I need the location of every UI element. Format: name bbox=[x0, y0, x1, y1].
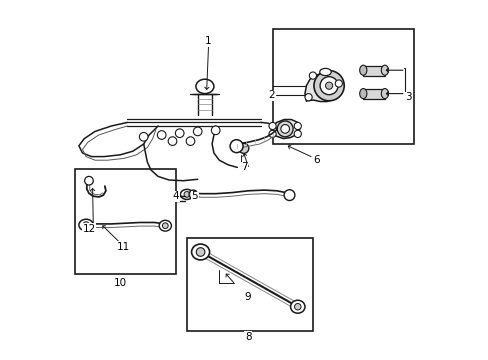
Ellipse shape bbox=[196, 248, 204, 256]
Ellipse shape bbox=[320, 77, 337, 95]
Ellipse shape bbox=[189, 190, 197, 199]
Ellipse shape bbox=[139, 132, 148, 141]
Ellipse shape bbox=[82, 222, 89, 228]
Ellipse shape bbox=[313, 71, 344, 101]
Bar bbox=[273, 29, 413, 144]
Ellipse shape bbox=[280, 125, 289, 133]
Ellipse shape bbox=[159, 220, 171, 231]
Ellipse shape bbox=[191, 244, 209, 260]
Text: 6: 6 bbox=[312, 155, 319, 165]
Ellipse shape bbox=[294, 303, 301, 310]
Bar bbox=[75, 169, 176, 274]
Ellipse shape bbox=[268, 122, 276, 130]
Ellipse shape bbox=[196, 79, 213, 94]
Ellipse shape bbox=[162, 223, 168, 229]
Text: 3: 3 bbox=[404, 92, 411, 102]
Ellipse shape bbox=[381, 89, 387, 99]
Ellipse shape bbox=[211, 126, 220, 135]
Ellipse shape bbox=[277, 121, 292, 137]
Ellipse shape bbox=[290, 300, 305, 313]
Ellipse shape bbox=[193, 127, 202, 136]
Polygon shape bbox=[305, 73, 340, 102]
Ellipse shape bbox=[84, 176, 93, 185]
Bar bbox=[363, 66, 384, 76]
Text: 9: 9 bbox=[244, 292, 251, 302]
Text: 11: 11 bbox=[117, 242, 130, 252]
Ellipse shape bbox=[359, 65, 366, 75]
Ellipse shape bbox=[305, 94, 311, 101]
Text: 12: 12 bbox=[82, 224, 96, 234]
Ellipse shape bbox=[183, 192, 189, 197]
Ellipse shape bbox=[186, 137, 194, 145]
Text: 7: 7 bbox=[241, 162, 247, 172]
Text: 5: 5 bbox=[191, 191, 198, 201]
Ellipse shape bbox=[381, 65, 387, 75]
Ellipse shape bbox=[157, 131, 166, 139]
Ellipse shape bbox=[168, 137, 177, 145]
Bar bbox=[363, 89, 384, 99]
Bar bbox=[186, 238, 312, 331]
Ellipse shape bbox=[284, 190, 294, 201]
Ellipse shape bbox=[359, 89, 366, 99]
Ellipse shape bbox=[175, 129, 183, 138]
Ellipse shape bbox=[230, 140, 243, 153]
Ellipse shape bbox=[79, 219, 93, 231]
Text: 8: 8 bbox=[244, 332, 251, 342]
Ellipse shape bbox=[294, 122, 301, 130]
Text: 4: 4 bbox=[172, 191, 179, 201]
Ellipse shape bbox=[238, 143, 248, 153]
Ellipse shape bbox=[268, 130, 276, 138]
Ellipse shape bbox=[319, 68, 330, 76]
Ellipse shape bbox=[180, 189, 193, 199]
Ellipse shape bbox=[309, 72, 316, 79]
Text: 10: 10 bbox=[114, 278, 126, 288]
Text: 1: 1 bbox=[205, 36, 211, 46]
Ellipse shape bbox=[294, 130, 301, 138]
Polygon shape bbox=[271, 120, 300, 139]
Ellipse shape bbox=[335, 80, 342, 87]
Text: 2: 2 bbox=[267, 90, 274, 100]
Ellipse shape bbox=[325, 82, 332, 89]
